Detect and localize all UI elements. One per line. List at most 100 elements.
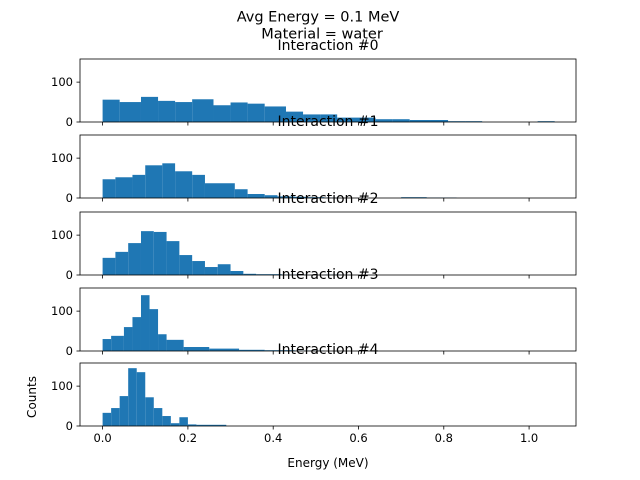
histogram-bar-2-4: [153, 231, 167, 275]
histogram-bar-0-14: [358, 117, 376, 122]
histogram-bar-0-12: [320, 114, 338, 122]
histogram-bar-1-5: [175, 171, 193, 198]
subplot-frame-1: [79, 134, 577, 199]
subplots: 0 100 Interaction #0 0 100 Interaction #1 0 100…: [51, 38, 577, 445]
histogram-bar-0-21: [537, 121, 555, 122]
histogram-bar-0-6: [213, 105, 231, 122]
y-tick-label-3-1: 100: [51, 304, 73, 318]
histogram-bar-2-9: [217, 264, 231, 275]
histogram-bar-0-16: [392, 119, 410, 122]
x-tick-label-0: 0.0: [93, 431, 111, 445]
histogram-bar-3-1: [111, 335, 124, 351]
subplot-0: 0 100 Interaction #0: [51, 38, 577, 129]
y-tick-label-2-1: 100: [51, 228, 73, 242]
histogram-bar-0-7: [230, 102, 248, 122]
histogram-bar-2-10: [230, 271, 244, 275]
histogram-bar-3-9: [209, 348, 240, 351]
histogram-bar-0-18: [431, 120, 449, 122]
y-tick-label-1-0: 0: [66, 191, 73, 205]
subplot-title-4: Interaction #4: [277, 342, 378, 358]
histogram-bar-3-2: [123, 327, 133, 351]
histogram-bar-1-0: [102, 179, 116, 198]
histogram-bar-1-8: [234, 189, 248, 198]
x-axis-label: Energy (MeV): [287, 456, 368, 470]
histogram-bar-0-4: [175, 102, 193, 122]
subplot-title-2: Interaction #2: [277, 191, 378, 207]
histogram-bar-0-0: [102, 99, 120, 122]
histogram-bar-2-2: [128, 243, 141, 275]
histogram-bar-1-3: [145, 165, 163, 198]
histogram-bar-3-6: [158, 334, 167, 351]
histogram-bar-0-5: [192, 99, 214, 122]
histogram-bar-4-7: [162, 416, 171, 426]
y-tick-label-3-0: 0: [66, 344, 73, 358]
histogram-bar-4-3: [128, 368, 137, 426]
histogram-bar-2-5: [166, 241, 180, 275]
x-tick-label-2: 0.4: [264, 431, 282, 445]
histogram-bar-3-8: [183, 347, 210, 351]
y-tick-label-2-0: 0: [66, 268, 73, 282]
x-tick-label-3: 0.6: [349, 431, 367, 445]
subplot-frame-4: [79, 362, 577, 427]
histogram-bar-0-11: [303, 114, 321, 122]
x-tick-label-4: 0.8: [435, 431, 453, 445]
y-tick-label-0-0: 0: [66, 115, 73, 129]
histogram-bar-0-19: [448, 121, 466, 122]
histogram-bar-4-2: [119, 396, 129, 426]
histogram-bar-4-5: [145, 397, 154, 426]
histogram-bar-4-0: [102, 412, 112, 426]
histogram-bar-2-0: [102, 257, 116, 275]
histogram-bar-1-7: [204, 183, 235, 198]
subplot-title-3: Interaction #3: [277, 267, 378, 283]
histogram-bar-2-3: [140, 231, 154, 275]
x-tick-label-5: 1.0: [520, 431, 538, 445]
y-tick-label-1-1: 100: [51, 151, 73, 165]
histogram-bar-0-9: [264, 106, 286, 122]
subplot-title-1: Interaction #1: [277, 114, 378, 130]
x-tick-label-1: 0.2: [179, 431, 197, 445]
subplot-frame-3: [79, 287, 577, 352]
histogram-bar-4-1: [111, 408, 120, 426]
histogram-bar-4-8: [170, 423, 180, 426]
histogram-bar-3-3: [132, 317, 141, 351]
histogram-bar-0-15: [375, 119, 393, 122]
histogram-bar-3-7: [166, 339, 184, 351]
histogram-bar-0-3: [158, 100, 176, 122]
histogram-bar-2-1: [115, 251, 129, 275]
subplot-frame-2: [79, 211, 577, 276]
y-tick-label-0-1: 100: [51, 75, 73, 89]
histogram-bar-4-9: [179, 417, 188, 426]
histogram-bar-4-11: [196, 424, 227, 426]
histogram-bar-4-4: [136, 372, 146, 426]
histogram-bar-0-8: [247, 103, 265, 122]
subplot-2: 0 100 Interaction #2: [51, 191, 577, 282]
subplot-frame-0: [79, 58, 577, 123]
subplot-3: 0 100 Interaction #3: [51, 267, 577, 358]
histogram-bar-0-13: [337, 117, 359, 122]
histogram-bar-0-17: [409, 120, 431, 122]
histogram-bar-0-20: [465, 121, 483, 122]
histogram-bar-4-10: [187, 424, 197, 426]
figure-suptitle-line2: Material = water: [261, 27, 383, 43]
subplot-title-0: Interaction #0: [277, 38, 378, 54]
histogram-bar-3-4: [140, 295, 150, 351]
y-axis-label: Counts: [25, 376, 39, 418]
histogram-bar-1-11: [277, 196, 295, 198]
histogram-bar-1-6: [192, 174, 205, 198]
subplot-1: 0 100 Interaction #1: [51, 114, 577, 205]
histogram-bar-0-10: [285, 111, 304, 122]
histogram-bar-3-0: [102, 339, 112, 351]
subplot-4: 0 100 0.0 0.2 0.4 0.6 0.8 1.0 Interaction #4: [51, 342, 577, 445]
histogram-bar-4-6: [153, 408, 163, 426]
histogram-bar-2-7: [192, 261, 205, 275]
histogram-bar-1-9: [247, 194, 265, 198]
histogram-bar-2-8: [204, 267, 218, 275]
y-tick-label-4-1: 100: [51, 379, 73, 393]
histogram-bar-1-10: [264, 195, 278, 198]
histogram-bar-0-1: [119, 102, 141, 122]
histogram-bar-3-5: [149, 309, 159, 351]
figure-suptitle-line1: Avg Energy = 0.1 MeV: [237, 10, 400, 26]
histogram-bar-1-4: [162, 163, 176, 198]
histogram-bar-1-2: [132, 174, 146, 198]
